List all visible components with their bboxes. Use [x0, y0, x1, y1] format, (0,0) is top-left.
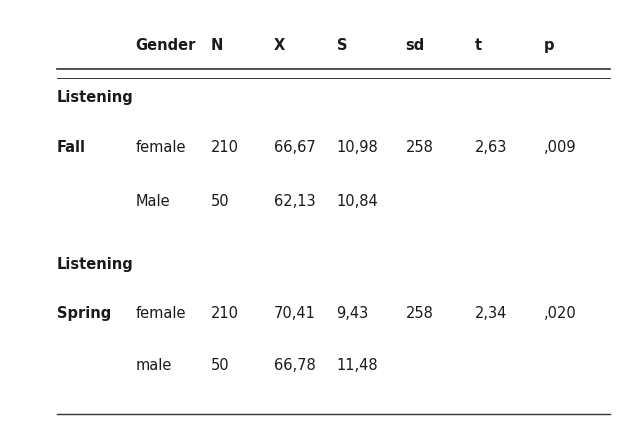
- Text: sd: sd: [406, 38, 425, 53]
- Text: ,009: ,009: [544, 140, 577, 155]
- Text: 10,84: 10,84: [337, 194, 378, 209]
- Text: Listening: Listening: [57, 90, 133, 105]
- Text: 66,67: 66,67: [274, 140, 315, 155]
- Text: t: t: [475, 38, 482, 53]
- Text: 210: 210: [211, 140, 239, 155]
- Text: 2,63: 2,63: [475, 140, 507, 155]
- Text: 210: 210: [211, 307, 239, 321]
- Text: female: female: [135, 307, 186, 321]
- Text: 50: 50: [211, 359, 230, 373]
- Text: 258: 258: [406, 307, 433, 321]
- Text: Spring: Spring: [57, 307, 111, 321]
- Text: 258: 258: [406, 140, 433, 155]
- Text: 62,13: 62,13: [274, 194, 315, 209]
- Text: S: S: [337, 38, 347, 53]
- Text: female: female: [135, 140, 186, 155]
- Text: 70,41: 70,41: [274, 307, 316, 321]
- Text: Listening: Listening: [57, 257, 133, 271]
- Text: 50: 50: [211, 194, 230, 209]
- Text: X: X: [274, 38, 285, 53]
- Text: ,020: ,020: [544, 307, 577, 321]
- Text: Male: Male: [135, 194, 170, 209]
- Text: 11,48: 11,48: [337, 359, 378, 373]
- Text: 9,43: 9,43: [337, 307, 369, 321]
- Text: male: male: [135, 359, 172, 373]
- Text: N: N: [211, 38, 223, 53]
- Text: Gender: Gender: [135, 38, 196, 53]
- Text: Fall: Fall: [57, 140, 86, 155]
- Text: p: p: [544, 38, 555, 53]
- Text: 10,98: 10,98: [337, 140, 378, 155]
- Text: 2,34: 2,34: [475, 307, 507, 321]
- Text: 66,78: 66,78: [274, 359, 315, 373]
